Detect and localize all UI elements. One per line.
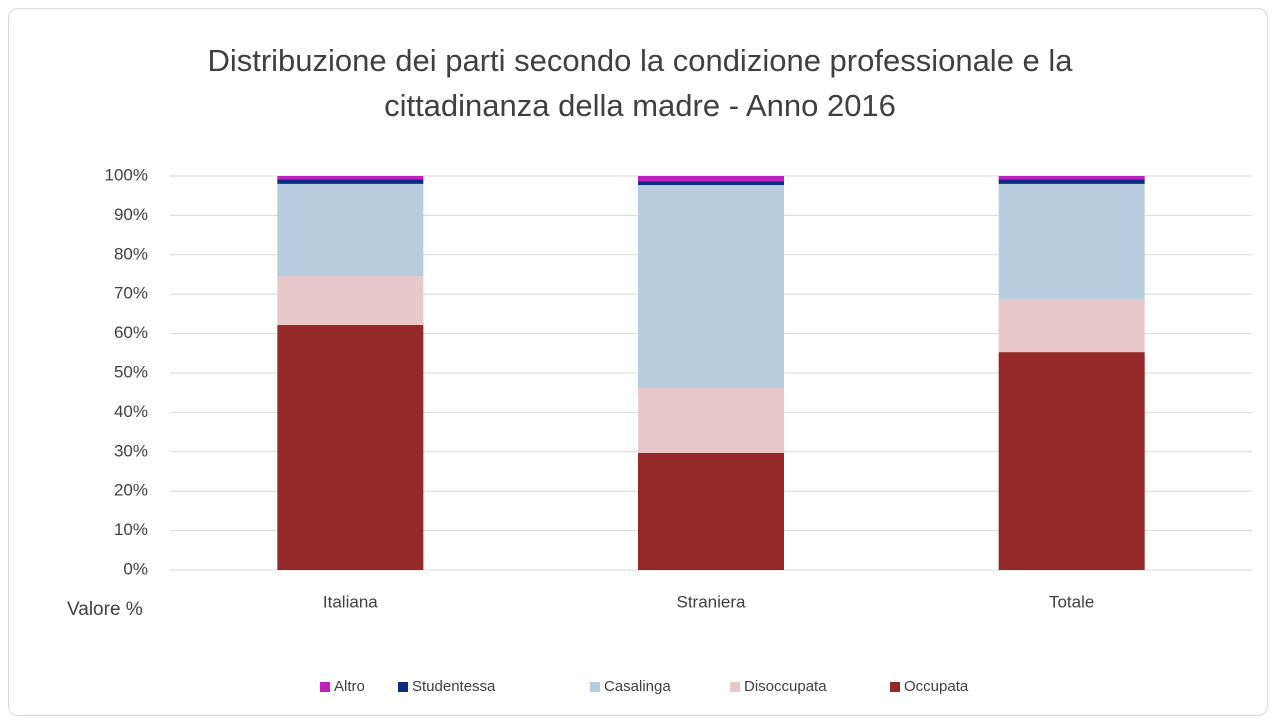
y-tick-label: 60% — [114, 323, 148, 342]
legend-label: Disoccupata — [744, 678, 827, 695]
legend-label: Occupata — [904, 678, 969, 695]
bar-segment — [998, 352, 1145, 570]
legend-swatch — [730, 682, 740, 692]
bar-segment — [638, 387, 784, 453]
bar-segment — [998, 179, 1145, 184]
bar-segment — [998, 298, 1145, 353]
y-tick-label: 90% — [114, 205, 148, 224]
y-axis-label: Valore % — [67, 599, 143, 620]
y-tick-label: 10% — [114, 520, 148, 539]
x-tick-label: Totale — [1049, 592, 1094, 611]
bar-segment — [998, 183, 1145, 299]
bar-segment — [277, 324, 424, 570]
legend-swatch — [320, 682, 330, 692]
y-tick-label: 80% — [114, 244, 148, 263]
bar-segment — [998, 176, 1145, 180]
bar-segment — [638, 181, 784, 186]
x-tick-label: Italiana — [323, 592, 378, 611]
legend-label: Altro — [334, 678, 365, 695]
y-tick-label: 50% — [114, 362, 148, 381]
bar-segment — [638, 452, 784, 570]
y-tick-label: 20% — [114, 481, 148, 500]
bar-segment — [638, 176, 784, 182]
y-tick-label: 100% — [105, 165, 148, 184]
bar-segment — [638, 185, 784, 388]
legend-swatch — [890, 682, 900, 692]
legend-swatch — [590, 682, 600, 692]
legend-label: Casalinga — [604, 678, 671, 695]
x-tick-label: Straniera — [677, 592, 747, 611]
legend-label: Studentessa — [412, 678, 496, 695]
legend-swatch — [398, 682, 408, 692]
y-tick-label: 40% — [114, 402, 148, 421]
y-tick-label: 30% — [114, 441, 148, 460]
chart-title: Distribuzione dei parti secondo la condi… — [207, 43, 1073, 123]
bar-segment — [277, 276, 424, 325]
y-tick-label: 0% — [123, 559, 148, 578]
bar-segment — [277, 179, 424, 184]
y-tick-label: 70% — [114, 284, 148, 303]
bar-segment — [277, 183, 424, 277]
bar-segment — [277, 176, 424, 180]
